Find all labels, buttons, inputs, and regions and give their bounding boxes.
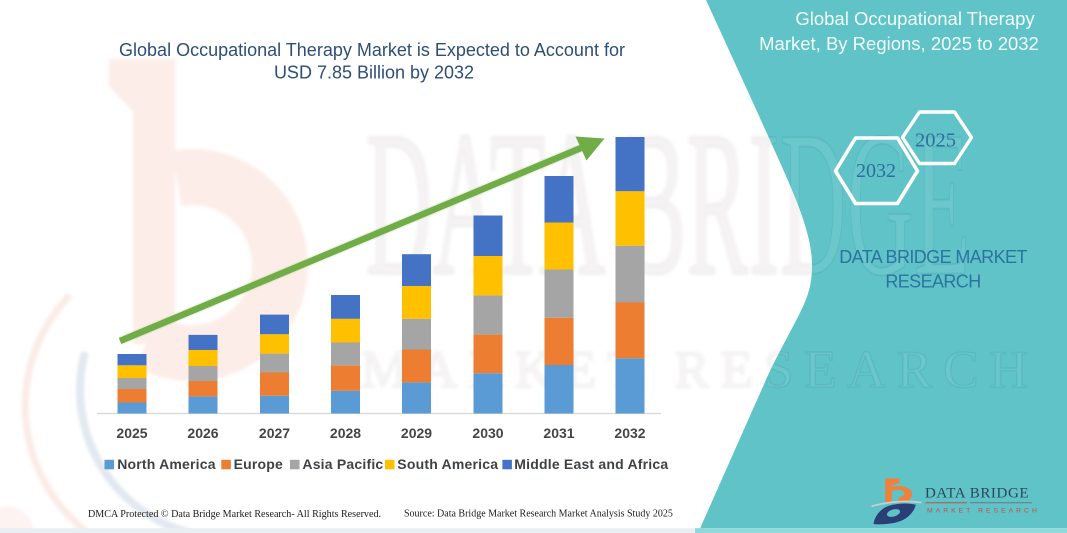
- svg-text:DATA BRIDGE: DATA BRIDGE: [925, 486, 1029, 502]
- svg-text:2032: 2032: [856, 160, 896, 182]
- svg-text:DMCA Protected © Data Bridge M: DMCA Protected © Data Bridge Market Rese…: [88, 509, 381, 520]
- svg-text:North America: North America: [117, 456, 216, 472]
- svg-text:2029: 2029: [401, 425, 432, 441]
- svg-text:Global Occupational Therapy: Global Occupational Therapy: [795, 8, 1035, 29]
- svg-text:2028: 2028: [330, 425, 361, 441]
- svg-text:2032: 2032: [614, 425, 645, 441]
- svg-text:2025: 2025: [915, 130, 956, 152]
- svg-text:MARKET RESEARCH: MARKET RESEARCH: [361, 341, 1039, 399]
- svg-text:2031: 2031: [543, 425, 574, 441]
- svg-text:2027: 2027: [259, 425, 290, 441]
- svg-text:South America: South America: [397, 456, 498, 472]
- svg-text:Europe: Europe: [234, 456, 283, 472]
- svg-text:USD 7.85 Billion by 2032: USD 7.85 Billion by 2032: [274, 62, 474, 82]
- svg-text:Source: Data Bridge Market Res: Source: Data Bridge Market Research Mark…: [404, 509, 673, 520]
- svg-text:MARKET RESEARCH: MARKET RESEARCH: [927, 508, 1040, 515]
- svg-text:RESEARCH: RESEARCH: [885, 272, 980, 292]
- svg-text:2026: 2026: [187, 425, 218, 441]
- svg-text:2030: 2030: [472, 425, 503, 441]
- svg-text:Global Occupational Therapy Ma: Global Occupational Therapy Market is Ex…: [119, 40, 625, 60]
- svg-text:Market, By Regions, 2025 to 20: Market, By Regions, 2025 to 2032: [759, 33, 1039, 54]
- svg-text:DATA BRIDGE MARKET: DATA BRIDGE MARKET: [839, 247, 1027, 267]
- svg-text:Asia Pacific: Asia Pacific: [302, 456, 383, 472]
- svg-text:Middle East and Africa: Middle East and Africa: [514, 456, 668, 472]
- svg-text:2025: 2025: [116, 425, 147, 441]
